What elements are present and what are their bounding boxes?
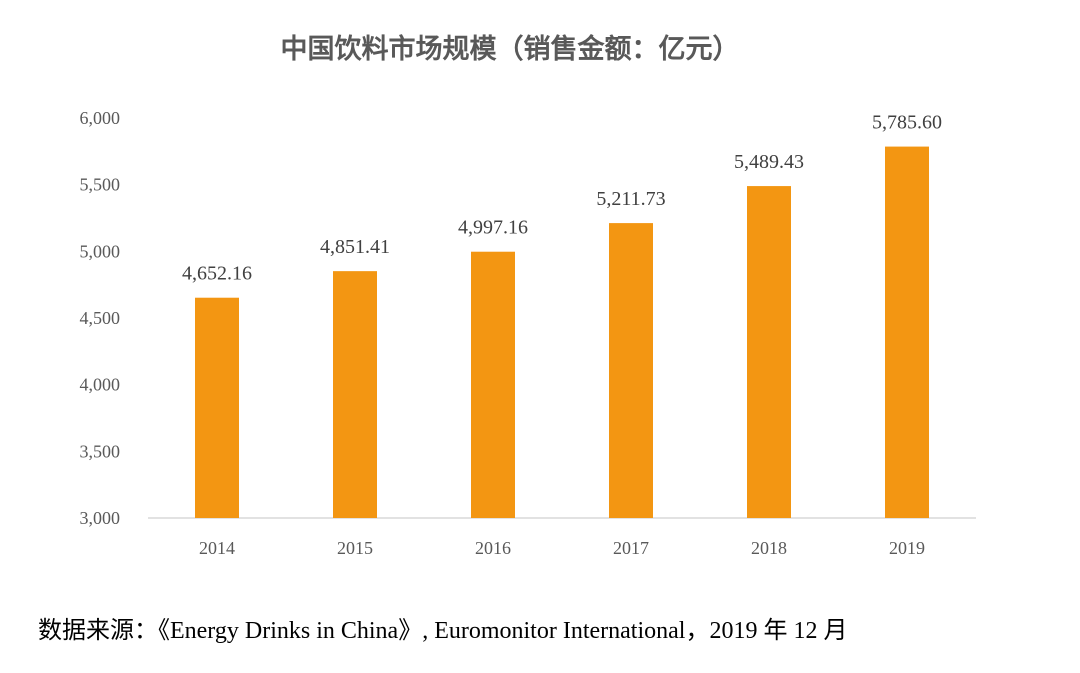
data-label: 5,489.43 xyxy=(734,151,804,173)
source-note: 数据来源：《Energy Drinks in China》, Euromonit… xyxy=(38,618,848,644)
bar-2016 xyxy=(471,251,515,518)
bar-2014 xyxy=(195,297,239,518)
y-tick-label: 6,000 xyxy=(80,108,121,128)
y-axis: 3,000 3,500 4,000 4,500 5,000 5,500 6,000 xyxy=(80,108,121,528)
data-label: 4,997.16 xyxy=(458,217,528,239)
data-label: 4,652.16 xyxy=(182,263,252,285)
y-tick-label: 3,500 xyxy=(80,441,121,461)
x-tick-label: 2019 xyxy=(889,538,925,558)
data-label: 4,851.41 xyxy=(320,236,390,258)
y-tick-label: 5,500 xyxy=(80,175,121,195)
x-tick-label: 2017 xyxy=(613,538,649,558)
bar-chart: 中国饮料市场规模（销售金额：亿元） 3,000 3,500 4,000 4,500 5,… xyxy=(80,33,976,558)
x-tick-label: 2016 xyxy=(475,538,511,558)
y-tick-label: 4,500 xyxy=(80,308,121,328)
bar-series xyxy=(195,146,929,519)
x-axis: 2014 2015 2016 2017 2018 2019 xyxy=(199,538,925,558)
x-tick-label: 2018 xyxy=(751,538,787,558)
y-tick-label: 5,000 xyxy=(80,241,121,261)
data-label: 5,785.60 xyxy=(872,112,942,134)
bar-2019 xyxy=(885,146,929,518)
data-labels: 4,652.16 4,851.41 4,997.16 5,211.73 5,489.43… xyxy=(182,112,942,285)
y-tick-label: 3,000 xyxy=(80,508,121,528)
data-label: 5,211.73 xyxy=(596,188,665,210)
x-tick-label: 2014 xyxy=(199,538,235,558)
bar-2015 xyxy=(333,271,377,518)
bar-2018 xyxy=(747,186,791,519)
bar-2017 xyxy=(609,223,653,518)
chart-title: 中国饮料市场规模（销售金额：亿元） xyxy=(281,33,740,65)
x-tick-label: 2015 xyxy=(337,538,373,558)
y-tick-label: 4,000 xyxy=(80,375,121,395)
